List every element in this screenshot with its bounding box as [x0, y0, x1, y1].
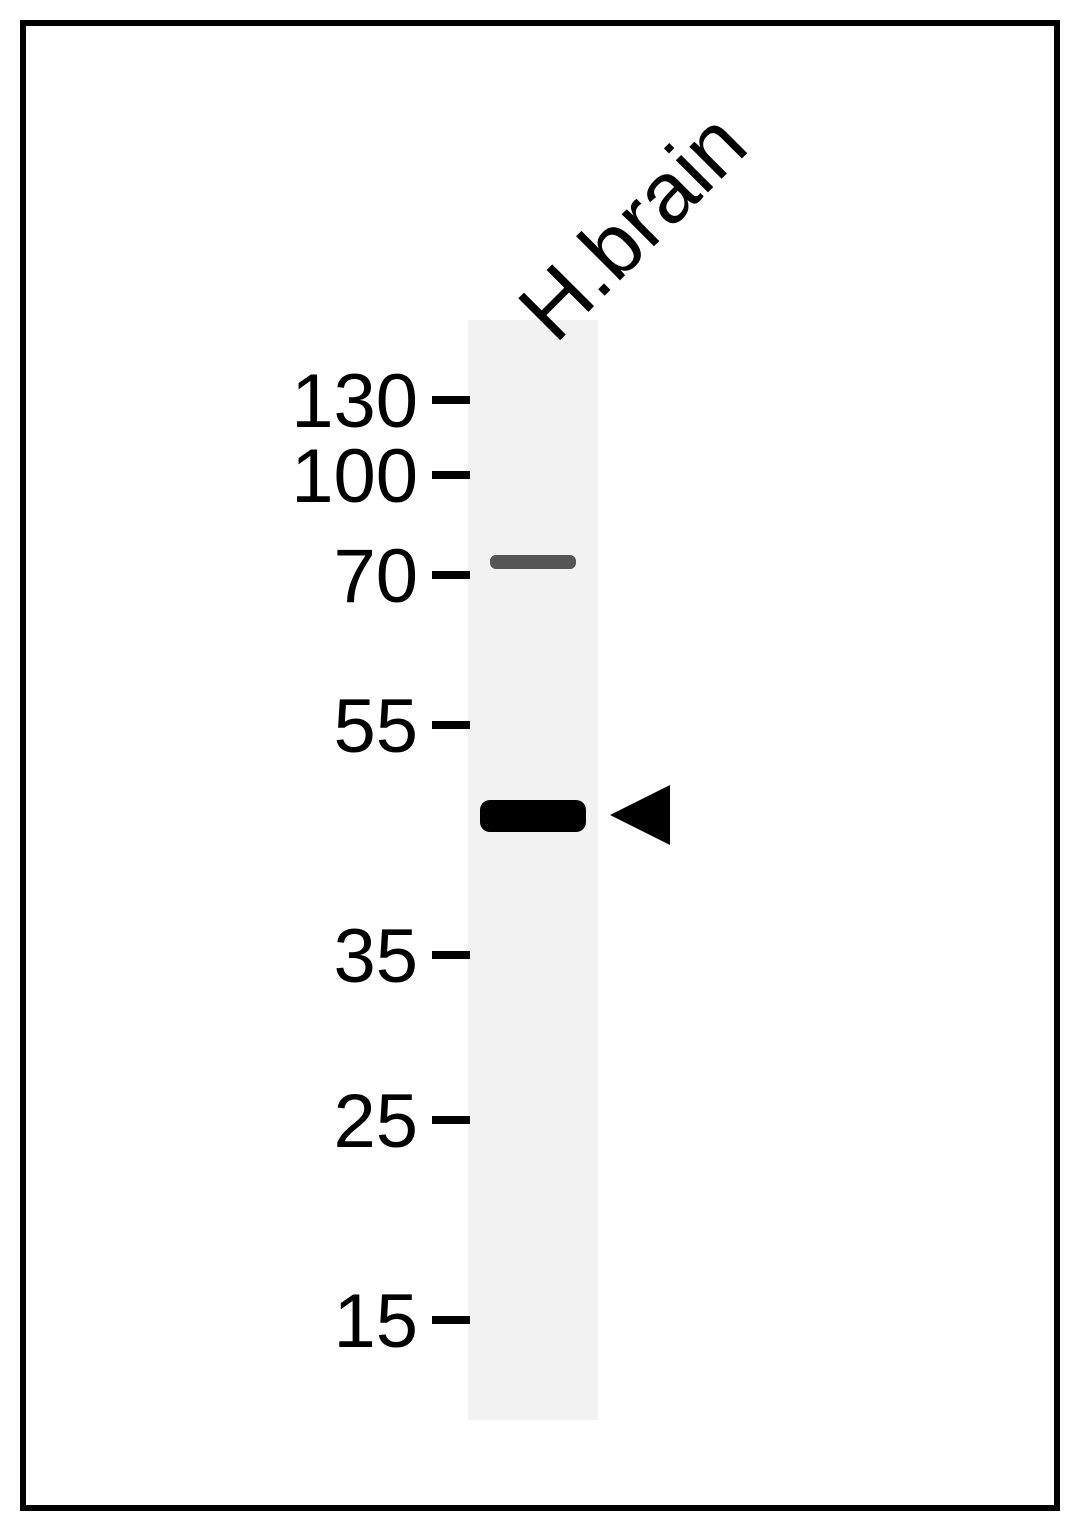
mw-label: 15	[333, 1278, 418, 1365]
mw-label: 25	[333, 1078, 418, 1165]
mw-label: 35	[333, 913, 418, 1000]
mw-tick	[432, 396, 470, 404]
mw-tick	[432, 951, 470, 959]
mw-tick	[432, 721, 470, 729]
target-band-arrow-icon	[610, 785, 670, 845]
mw-label: 130	[291, 358, 418, 445]
mw-tick	[432, 1316, 470, 1324]
mw-label: 55	[333, 683, 418, 770]
blot-band	[490, 555, 576, 569]
mw-tick	[432, 571, 470, 579]
mw-label: 70	[333, 533, 418, 620]
mw-tick	[432, 1116, 470, 1124]
mw-label: 100	[291, 433, 418, 520]
blot-lane	[468, 320, 598, 1420]
mw-tick	[432, 471, 470, 479]
blot-band	[480, 800, 586, 832]
